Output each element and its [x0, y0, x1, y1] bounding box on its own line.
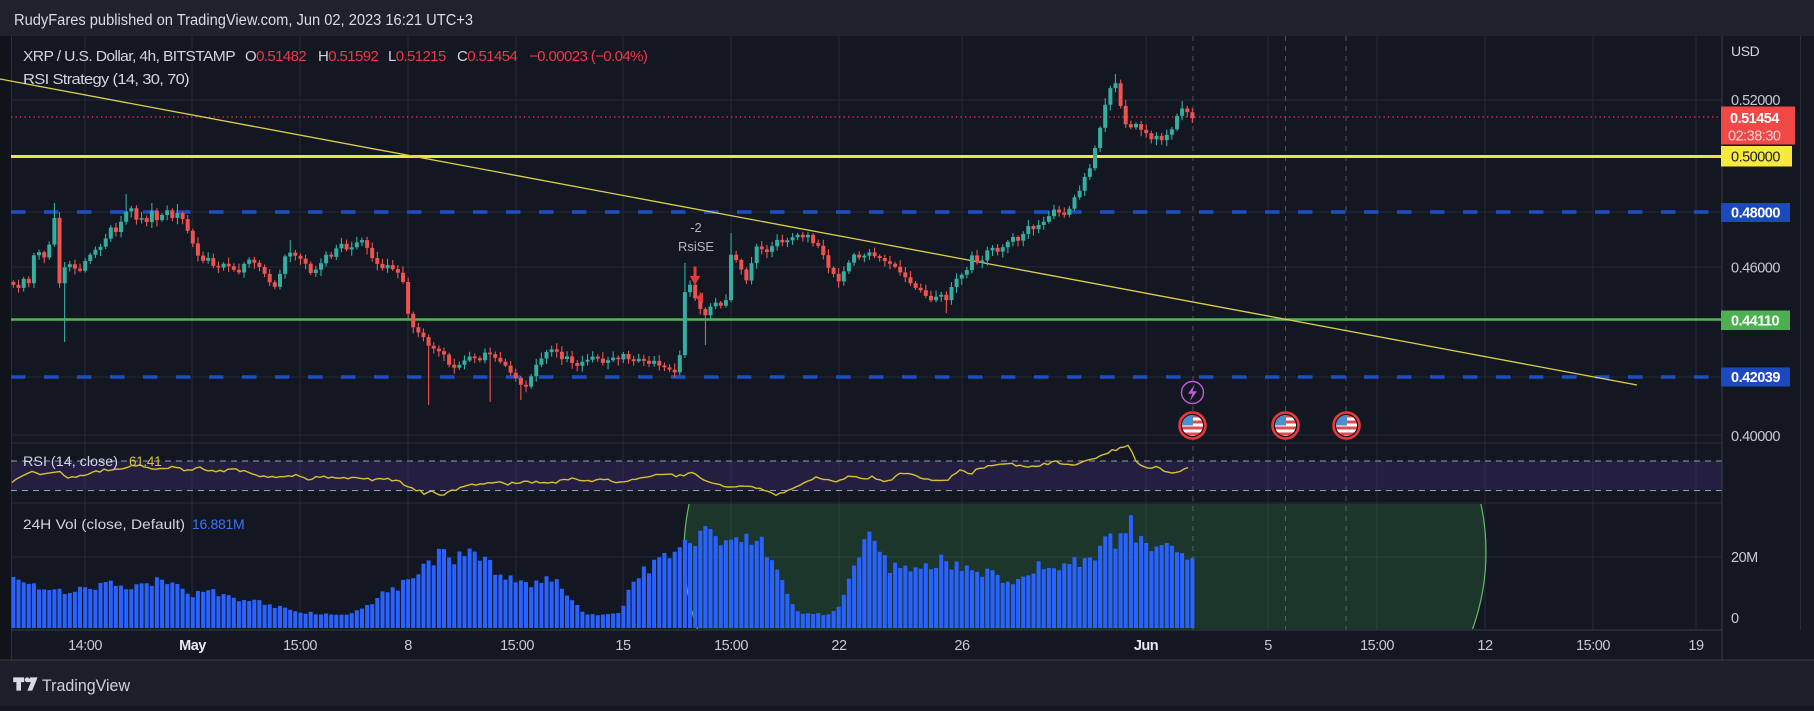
svg-text:H0.51592: H0.51592: [318, 48, 379, 65]
svg-text:RSI Strategy (14, 30, 70): RSI Strategy (14, 30, 70): [23, 71, 190, 88]
svg-text:15:00: 15:00: [1576, 638, 1610, 654]
svg-text:0.46000: 0.46000: [1731, 260, 1780, 276]
svg-text:20M: 20M: [1731, 550, 1758, 566]
svg-text:-2: -2: [690, 220, 702, 235]
svg-text:RSI (14, close): RSI (14, close): [23, 454, 118, 469]
svg-text:0.50000: 0.50000: [1731, 150, 1780, 166]
svg-text:0.42039: 0.42039: [1731, 370, 1780, 386]
svg-text:L0.51215: L0.51215: [388, 48, 446, 65]
svg-text:12: 12: [1477, 638, 1493, 654]
svg-text:XRP / U.S. Dollar, 4h, BITSTAM: XRP / U.S. Dollar, 4h, BITSTAMP: [23, 48, 236, 65]
svg-text:0.40000: 0.40000: [1731, 429, 1780, 445]
svg-text:19: 19: [1688, 638, 1704, 654]
svg-text:0.48000: 0.48000: [1731, 206, 1780, 222]
svg-text:C0.51454: C0.51454: [457, 48, 518, 65]
svg-text:0.52000: 0.52000: [1731, 93, 1780, 109]
svg-text:5: 5: [1264, 638, 1272, 654]
svg-text:61.41: 61.41: [129, 454, 161, 469]
svg-text:15:00: 15:00: [500, 638, 534, 654]
svg-text:O0.51482: O0.51482: [245, 48, 306, 65]
svg-text:Jun: Jun: [1134, 638, 1158, 654]
svg-text:15:00: 15:00: [714, 638, 748, 654]
svg-text:24H Vol (close, Default): 24H Vol (close, Default): [23, 516, 185, 532]
svg-text:15: 15: [615, 638, 631, 654]
svg-text:16.881M: 16.881M: [192, 516, 244, 532]
svg-text:RudyFares published on Trading: RudyFares published on TradingView.com, …: [14, 12, 473, 29]
svg-text:0.44110: 0.44110: [1731, 314, 1780, 330]
svg-text:May: May: [179, 638, 206, 654]
svg-text:RsiSE: RsiSE: [678, 239, 714, 254]
svg-text:14:00: 14:00: [68, 638, 102, 654]
svg-text:22: 22: [831, 638, 847, 654]
svg-text:−0.00023 (−0.04%): −0.00023 (−0.04%): [529, 48, 648, 65]
svg-text:02:38:30: 02:38:30: [1728, 129, 1781, 145]
svg-text:15:00: 15:00: [283, 638, 317, 654]
svg-text:TradingView: TradingView: [42, 676, 131, 695]
svg-text:0: 0: [1731, 611, 1739, 627]
svg-text:USD: USD: [1731, 43, 1760, 59]
svg-text:0.51454: 0.51454: [1730, 111, 1779, 127]
svg-text:15:00: 15:00: [1360, 638, 1394, 654]
svg-text:26: 26: [954, 638, 970, 654]
svg-text:8: 8: [404, 638, 412, 654]
